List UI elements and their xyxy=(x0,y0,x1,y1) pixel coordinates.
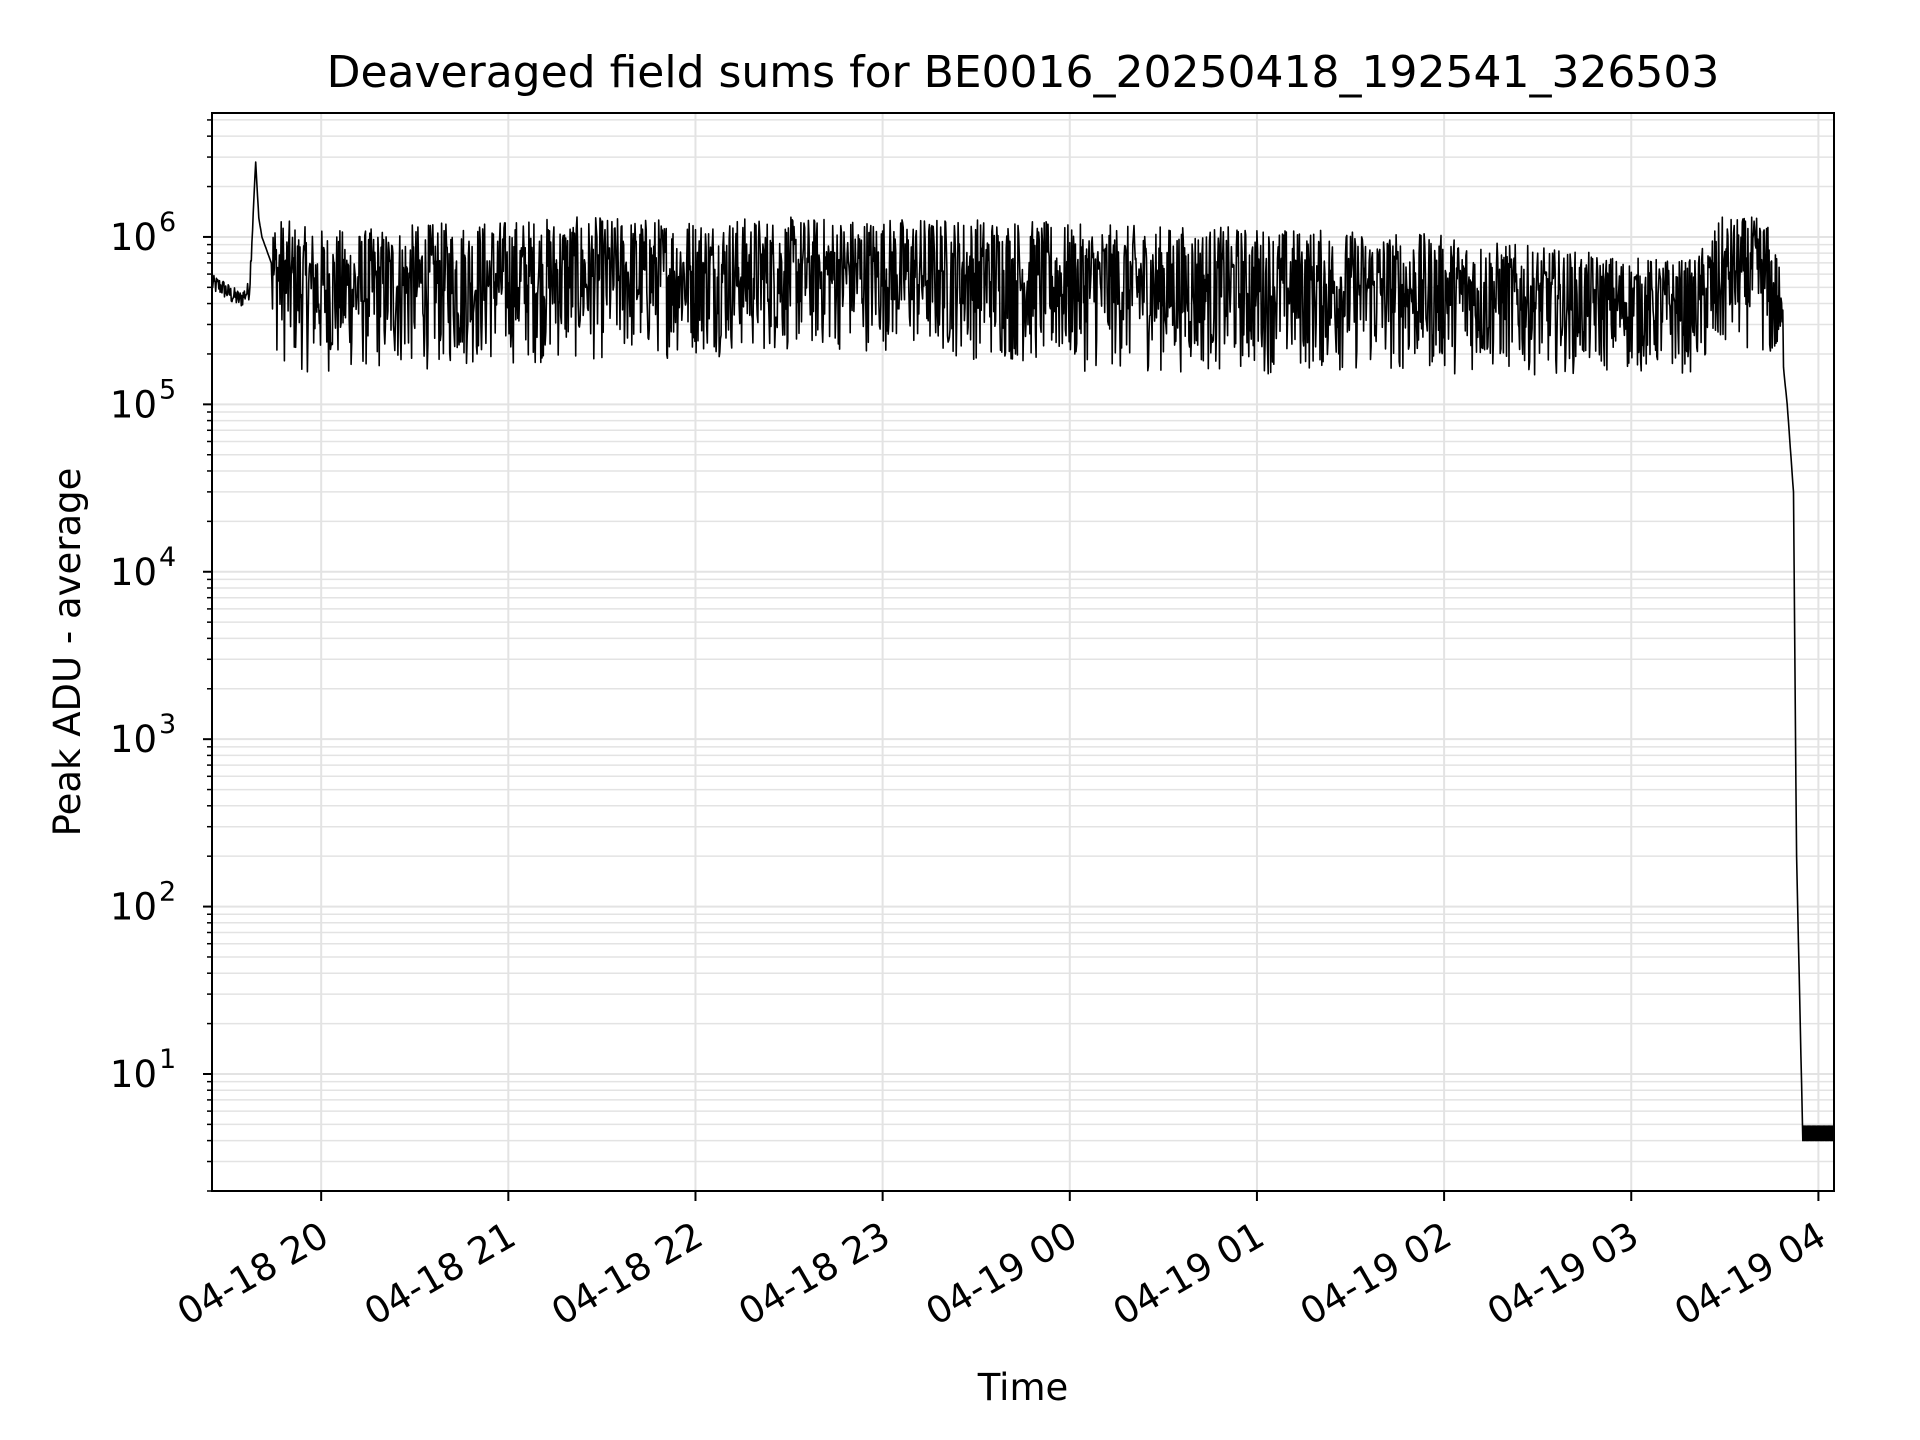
chart-title: Deaveraged field sums for BE0016_2025041… xyxy=(327,47,1720,98)
y-tick-label-exponent: 6 xyxy=(159,207,176,238)
x-axis-label: Time xyxy=(977,1366,1069,1409)
y-tick-label-exponent: 4 xyxy=(159,542,176,573)
y-tick-label: 10 xyxy=(110,718,157,761)
y-tick-label-exponent: 1 xyxy=(159,1044,176,1075)
y-tick-label: 10 xyxy=(110,216,157,259)
y-tick-label-exponent: 2 xyxy=(159,877,176,908)
y-tick-label-exponent: 3 xyxy=(159,709,176,740)
plot-frame xyxy=(211,112,1835,1192)
series-line-group xyxy=(211,161,1835,1142)
y-axis-label: Peak ADU - average xyxy=(46,468,89,837)
y-tick-label-exponent: 5 xyxy=(159,374,176,405)
y-tick-label: 10 xyxy=(110,1053,157,1096)
y-tick-label: 10 xyxy=(110,551,157,594)
y-tick-label: 10 xyxy=(110,383,157,426)
series-line xyxy=(211,161,1835,1142)
y-tick-label: 10 xyxy=(110,886,157,929)
